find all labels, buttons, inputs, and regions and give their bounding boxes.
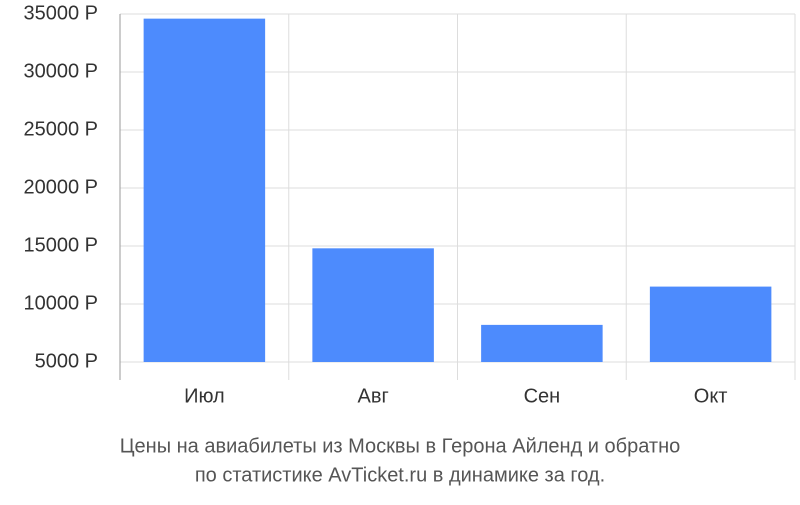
- y-tick-label: 10000 Р: [23, 292, 98, 314]
- x-tick-label: Окт: [694, 385, 728, 407]
- chart-title: Цены на авиабилеты из Москвы в Герона Ай…: [120, 435, 681, 457]
- bar: [143, 18, 266, 362]
- chart-title: по статистике AvTicket.ru в динамике за …: [195, 464, 605, 486]
- y-tick-label: 20000 Р: [23, 176, 98, 198]
- x-tick-label: Авг: [357, 385, 388, 407]
- x-tick-label: Июл: [184, 385, 225, 407]
- y-tick-label: 25000 Р: [23, 118, 98, 140]
- y-tick-label: 5000 Р: [35, 350, 98, 372]
- bar: [649, 286, 772, 362]
- y-tick-label: 15000 Р: [23, 234, 98, 256]
- x-tick-label: Сен: [524, 385, 561, 407]
- y-tick-label: 35000 Р: [23, 2, 98, 24]
- bar: [481, 324, 603, 362]
- bar: [312, 248, 434, 362]
- y-tick-label: 30000 Р: [23, 60, 98, 82]
